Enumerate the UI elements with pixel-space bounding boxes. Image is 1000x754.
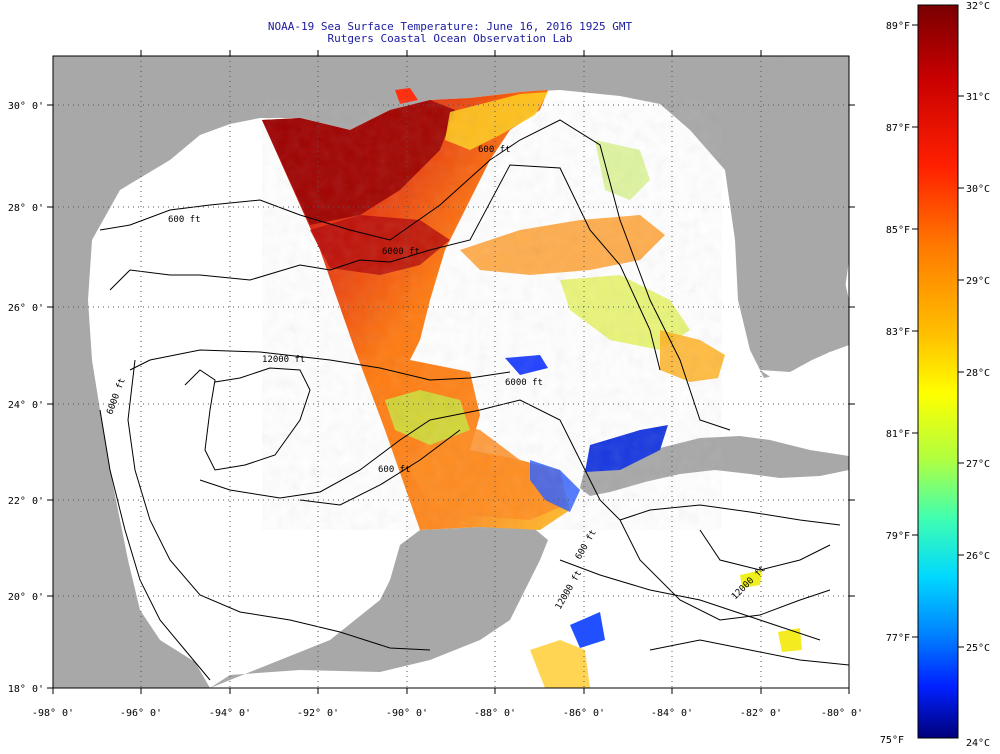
axis-ticks [47,50,855,694]
lon-label: -88° 0' [474,708,516,719]
lat-label: 30° 0' [8,101,44,112]
colorbar-ticks [912,24,964,648]
contour-label: 12000 ft [262,355,305,365]
lat-label: 24° 0' [8,400,44,411]
sst-swath [262,88,802,688]
map-title: NOAA-19 Sea Surface Temperature: June 16… [267,20,633,33]
lat-label: 28° 0' [8,203,44,214]
lat-label: 26° 0' [8,303,44,314]
celsius-label: 25°C [966,643,990,654]
land-south-florida [700,56,849,352]
fahrenheit-label: 79°F [886,531,910,542]
celsius-label: 24°C [966,738,990,749]
contour-label: 6000 ft [382,247,420,257]
lon-label: -98° 0' [32,708,74,719]
lon-label: -92° 0' [297,708,339,719]
celsius-label: 26°C [966,551,990,562]
fahrenheit-label: 81°F [886,429,910,440]
map-subtitle: Rutgers Coastal Ocean Observation Lab [327,32,573,45]
bathymetry-contours [99,119,849,681]
fahrenheit-label: 83°F [886,327,910,338]
colorbar [917,4,959,739]
lon-label: -96° 0' [120,708,162,719]
longitude-labels: -98° 0' -96° 0' -94° 0' -92° 0' -90° 0' … [32,708,863,719]
contour-label: 600 ft [168,215,201,225]
lon-label: -94° 0' [209,708,251,719]
land-florida-keys [760,352,830,380]
lon-label: -84° 0' [651,708,693,719]
contour-label: 600 ft [378,465,411,475]
fahrenheit-label: 87°F [886,123,910,134]
fahrenheit-label: 85°F [886,225,910,236]
celsius-label: 32°C [966,1,990,12]
lon-label: -82° 0' [740,708,782,719]
lat-label: 22° 0' [8,496,44,507]
colorbar-fahrenheit-labels: 89°F 87°F 85°F 83°F 81°F 79°F 77°F 75°F [880,21,910,746]
fahrenheit-label: 75°F [880,735,904,746]
fahrenheit-label: 77°F [886,633,910,644]
graticule [53,56,849,688]
contour-label: 6000 ft [505,378,543,388]
celsius-label: 28°C [966,368,990,379]
lon-label: -80° 0' [821,708,863,719]
map-frame [52,55,850,689]
celsius-label: 31°C [966,92,990,103]
land-yucatan [210,525,548,688]
celsius-label: 27°C [966,459,990,470]
lon-label: -90° 0' [386,708,428,719]
fahrenheit-label: 89°F [886,21,910,32]
lat-label: 18° 0' [8,684,44,695]
lat-label: 20° 0' [8,592,44,603]
celsius-label: 29°C [966,276,990,287]
colorbar-celsius-labels: 32°C 31°C 30°C 29°C 28°C 27°C 26°C 25°C … [966,1,990,749]
contour-label: 600 ft [478,145,511,155]
lon-label: -86° 0' [563,708,605,719]
celsius-label: 30°C [966,184,990,195]
latitude-labels: 30° 0' 28° 0' 26° 0' 24° 0' 22° 0' 20° 0… [8,101,44,695]
